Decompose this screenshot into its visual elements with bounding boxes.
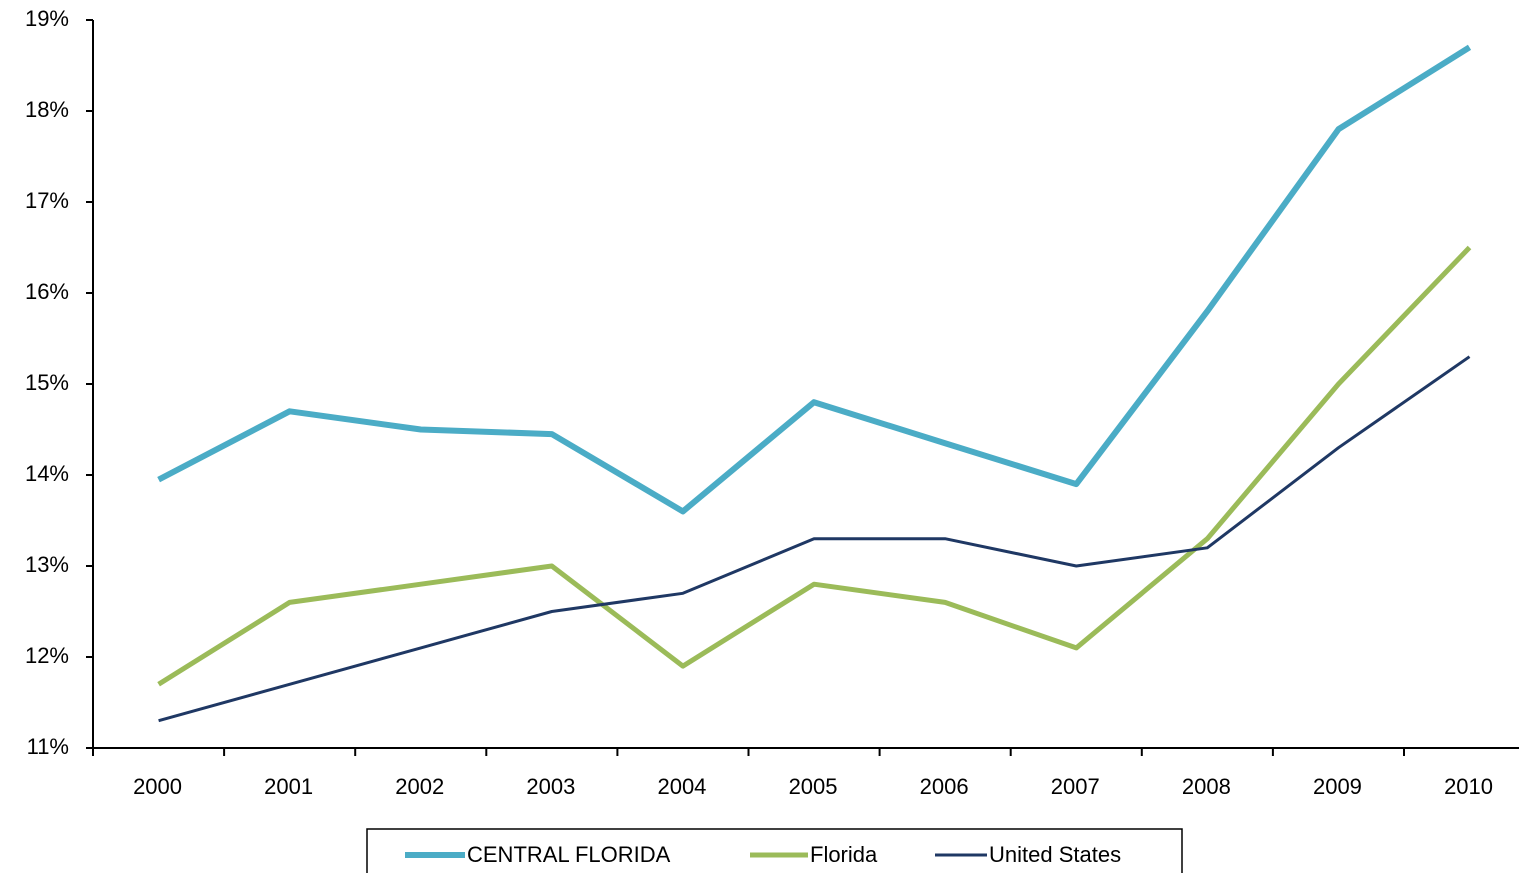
y-tick-label: 12%	[25, 643, 69, 668]
legend-box	[366, 828, 1183, 873]
x-tick-label: 2003	[526, 774, 575, 799]
y-tick-label: 19%	[25, 6, 69, 31]
series-line	[157, 44, 1472, 515]
y-tick-label: 14%	[25, 461, 69, 486]
y-tick-label: 15%	[25, 370, 69, 395]
y-tick-label: 11%	[27, 734, 69, 759]
x-tick-label: 2010	[1444, 774, 1493, 799]
y-tick-label: 18%	[25, 97, 69, 122]
x-tick-label: 2009	[1313, 774, 1362, 799]
x-tick-label: 2000	[133, 774, 182, 799]
y-tick-label: 17%	[25, 188, 69, 213]
x-tick-label: 2008	[1182, 774, 1231, 799]
x-tick-label: 2002	[395, 774, 444, 799]
legend-label: United States	[989, 842, 1121, 867]
x-tick-label: 2001	[264, 774, 313, 799]
series-line	[158, 355, 1471, 723]
legend-label: Florida	[810, 842, 878, 867]
y-tick-label: 16%	[25, 279, 69, 304]
series-line	[157, 245, 1472, 687]
x-tick-label: 2007	[1051, 774, 1100, 799]
x-tick-label: 2006	[920, 774, 969, 799]
x-tick-label: 2004	[657, 774, 706, 799]
legend-label: CENTRAL FLORIDA	[467, 842, 671, 867]
x-tick-label: 2005	[789, 774, 838, 799]
y-tick-label: 13%	[25, 552, 69, 577]
